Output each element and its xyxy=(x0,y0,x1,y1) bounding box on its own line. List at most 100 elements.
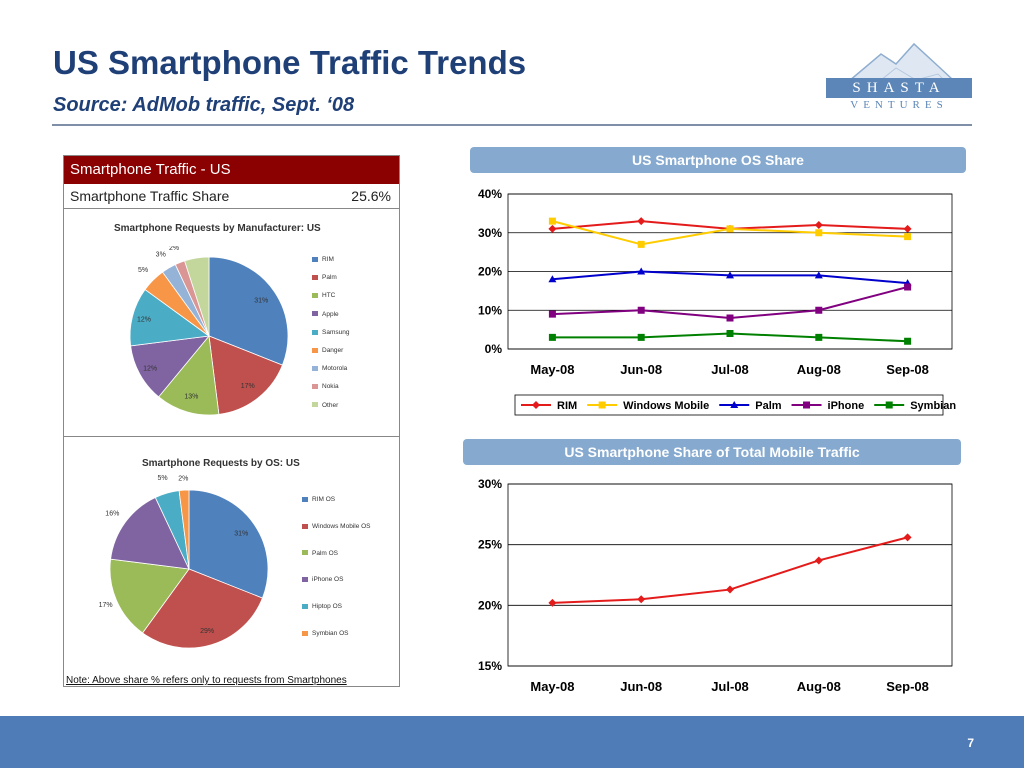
pie-slice-palm-os xyxy=(109,558,190,634)
y-tick-label: 40% xyxy=(478,187,502,201)
os-share-line-chart: 0% 10% 20% 30% 40% May-08 Jun-08 Jul-08 Aug-08 Se… xyxy=(478,187,956,416)
y-tick-label: 15% xyxy=(478,659,502,673)
legend-label: Palm OS xyxy=(312,549,339,557)
x-tick-label: Jun-08 xyxy=(620,362,662,377)
pie-slice-samsung xyxy=(129,289,211,347)
legend-item-windows-mobile-os: Windows Mobile OS xyxy=(302,523,371,532)
pie-slice-windows-mobile-os xyxy=(142,568,263,649)
logo-wordmark: SHASTA xyxy=(826,78,972,98)
pie-slice-label: 12% xyxy=(137,316,151,323)
data-point-marker xyxy=(637,595,646,604)
data-point-marker xyxy=(885,401,893,409)
legend-label: Motorola xyxy=(322,365,348,373)
x-tick-label: Sep-08 xyxy=(886,679,929,694)
legend-label: HTC xyxy=(322,292,336,300)
pie-slice-label: 31% xyxy=(254,297,268,304)
legend-item-danger: Danger xyxy=(312,347,343,356)
data-point-marker xyxy=(637,306,645,314)
data-point-marker xyxy=(815,333,823,341)
pie-slice-rim-os xyxy=(188,489,269,599)
legend-label: Windows Mobile OS xyxy=(312,522,371,530)
legend-label: Nokia xyxy=(322,383,339,391)
legend-swatch xyxy=(302,630,308,636)
pie-slice-rim xyxy=(208,256,289,366)
pie-slice-label: 17% xyxy=(99,602,113,609)
panel-note: Note: Above share % refers only to reque… xyxy=(66,675,347,686)
legend-series-label: Symbian xyxy=(910,400,956,412)
pie-slice-label: 31% xyxy=(234,530,248,537)
plot-area xyxy=(507,193,953,350)
legend-item-rim: RIM xyxy=(312,256,334,265)
legend-series-label: RIM xyxy=(557,400,577,412)
data-point-marker xyxy=(548,598,557,607)
x-tick-label: Jun-08 xyxy=(620,679,662,694)
legend-label: iPhone OS xyxy=(312,576,344,584)
data-point-marker xyxy=(637,267,646,275)
legend-item-nokia: Nokia xyxy=(312,383,339,392)
panel-header: Smartphone Traffic - US xyxy=(64,156,399,184)
data-point-marker xyxy=(726,271,734,279)
pie-slice-other xyxy=(184,256,210,337)
legend-swatch xyxy=(302,550,308,556)
legend-series-label: Palm xyxy=(755,400,782,412)
legend-item-other: Other xyxy=(312,402,338,411)
legend-swatch xyxy=(302,523,308,529)
y-tick-label: 20% xyxy=(478,598,502,612)
panel-divider xyxy=(64,436,399,437)
traffic-share-value: 25.6% xyxy=(351,188,391,204)
y-tick-label: 0% xyxy=(485,342,503,356)
legend-label: Symbian OS xyxy=(312,630,349,637)
x-tick-label: Jul-08 xyxy=(711,362,749,377)
total-traffic-line-chart: 15% 20% 25% 30% May-08 Jun-08 Jul-08 Aug-08 Sep-… xyxy=(478,477,953,694)
pie-slice-iphone-os xyxy=(110,496,190,570)
x-tick-label: May-08 xyxy=(530,679,574,694)
legend-item-motorola: Motorola xyxy=(312,365,347,374)
data-point-marker xyxy=(726,225,734,233)
data-point-marker xyxy=(730,401,739,408)
data-point-marker xyxy=(904,233,912,241)
legend-swatch xyxy=(312,329,318,335)
data-point-marker xyxy=(548,333,556,341)
pie-slice-palm xyxy=(208,335,283,415)
total-traffic-chart-title: US Smartphone Share of Total Mobile Traf… xyxy=(463,439,961,465)
legend-swatch xyxy=(312,402,318,408)
pie-slice-label: 13% xyxy=(184,394,198,401)
legend-series-label: Windows Mobile xyxy=(623,400,709,412)
data-point-marker xyxy=(814,221,823,229)
legend-swatch xyxy=(312,311,318,317)
pie-slice-label: 5% xyxy=(157,475,167,482)
plot-area xyxy=(507,483,953,667)
os-pie-chart: 31% 29% 17% 16% 5% 2% xyxy=(99,475,269,649)
data-point-marker xyxy=(548,275,557,283)
chart-legend: RIM Windows Mobile Palm iPhone Symbian xyxy=(514,394,956,416)
data-point-marker xyxy=(637,217,646,226)
data-point-marker xyxy=(904,283,912,291)
logo-subtext: VENTURES xyxy=(850,99,948,111)
data-point-marker xyxy=(726,585,734,594)
manufacturer-pie-title: Smartphone Requests by Manufacturer: US xyxy=(114,223,321,234)
data-point-marker xyxy=(637,240,645,248)
pie-slice-label: 3% xyxy=(156,251,166,258)
legend-swatch xyxy=(312,365,318,371)
y-tick-label: 30% xyxy=(478,477,502,491)
y-tick-label: 30% xyxy=(478,226,502,240)
y-tick-label: 10% xyxy=(478,303,502,317)
data-point-marker xyxy=(598,401,606,409)
legend-label: RIM xyxy=(322,256,334,263)
manufacturer-pie-chart: 31%17%13%12%12%5%3%2%5% xyxy=(129,246,289,416)
data-point-marker xyxy=(548,217,556,225)
pie-slice-htc xyxy=(158,335,220,416)
pie-slice-symbian-os xyxy=(178,489,190,570)
legend-swatch xyxy=(312,293,318,299)
pie-slice-label: 2% xyxy=(169,246,179,252)
legend-item-apple: Apple xyxy=(312,311,339,320)
data-point-marker xyxy=(532,401,540,409)
pie-slice-label: 5% xyxy=(138,267,148,274)
data-point-marker xyxy=(548,310,556,318)
title-divider xyxy=(52,124,972,126)
legend-item-rim-os: RIM OS xyxy=(302,496,335,505)
legend-swatch xyxy=(312,256,318,262)
data-point-marker xyxy=(726,330,734,337)
legend-item-htc: HTC xyxy=(312,292,335,301)
pie-slice-label: 2% xyxy=(178,475,188,482)
